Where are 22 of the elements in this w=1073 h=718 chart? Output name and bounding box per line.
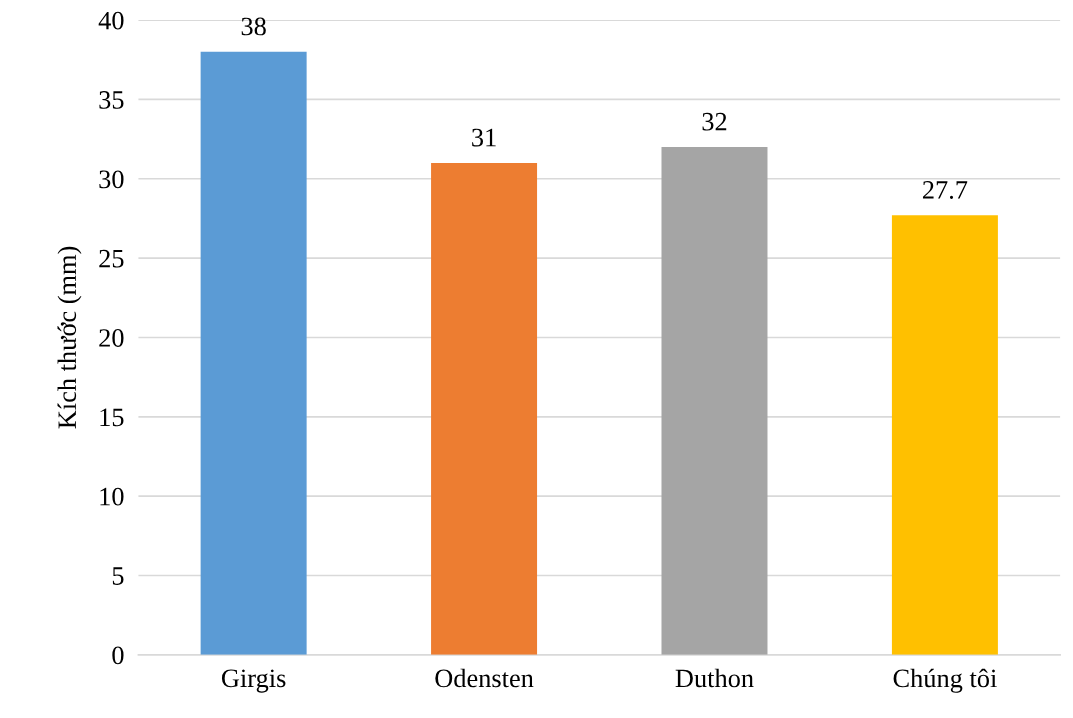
bar: [431, 162, 538, 655]
y-tick-label: 35: [99, 91, 124, 109]
data-label: 31: [472, 128, 496, 147]
y-tick-label: 30: [99, 170, 124, 189]
x-tick-label: Chúng tôi: [893, 668, 997, 693]
y-tick-label: 10: [100, 487, 124, 506]
bar: [891, 215, 998, 655]
x-tick-label: Duthon: [675, 668, 754, 688]
y-tick-label: 20: [99, 329, 124, 347]
data-label: 32: [702, 112, 727, 131]
data-label: 38: [241, 17, 266, 36]
data-label: 27.7: [922, 181, 968, 199]
y-axis-title: Kích thước (mm): [57, 246, 82, 429]
bar: [200, 51, 307, 655]
y-tick-label: 25: [99, 249, 124, 268]
y-tick-label: 5: [112, 567, 124, 585]
bar: [661, 147, 768, 655]
x-tick-label: Odensten: [435, 668, 534, 688]
y-tick-label: 15: [100, 408, 124, 427]
y-tick-label: 0: [112, 646, 124, 665]
x-tick-label: Girgis: [221, 669, 286, 693]
y-tick-label: 40: [98, 11, 124, 30]
